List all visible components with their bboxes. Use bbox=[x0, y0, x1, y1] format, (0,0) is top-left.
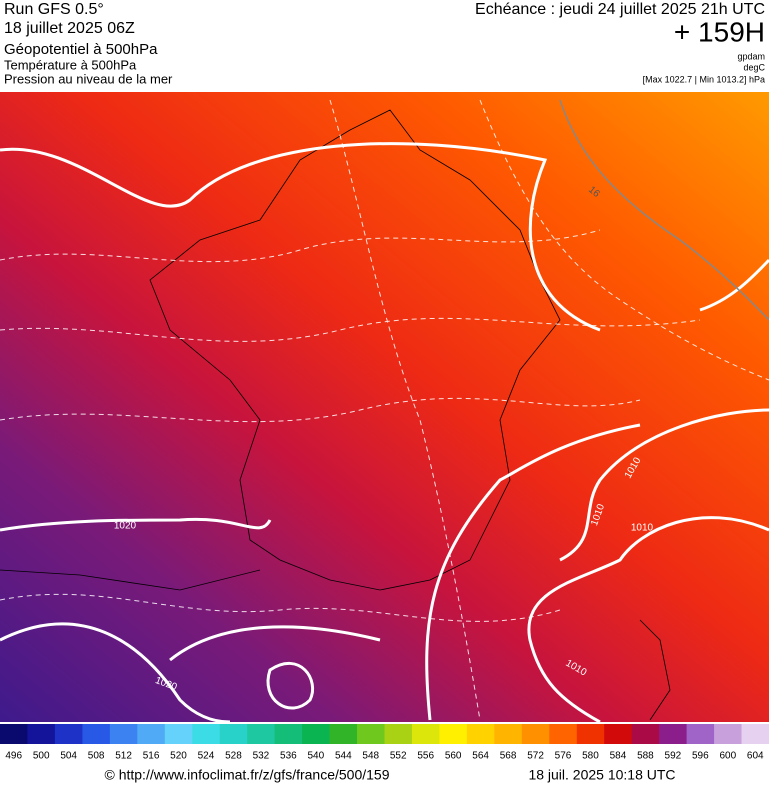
lead-time: + 159H bbox=[674, 16, 765, 47]
subfield: Pression au niveau de la mer bbox=[4, 71, 173, 86]
color-cell bbox=[54, 724, 83, 744]
color-cell bbox=[329, 724, 358, 744]
color-cell bbox=[192, 724, 221, 744]
color-label: 600 bbox=[719, 751, 736, 762]
color-label: 560 bbox=[445, 751, 462, 762]
color-label: 540 bbox=[307, 751, 324, 762]
color-label: 576 bbox=[555, 751, 572, 762]
contour-label: 1020 bbox=[114, 521, 137, 532]
color-cell bbox=[604, 724, 633, 744]
color-label: 596 bbox=[692, 751, 709, 762]
color-cell bbox=[82, 724, 111, 744]
color-label: 520 bbox=[170, 751, 187, 762]
unit: degC bbox=[743, 62, 765, 72]
color-label: 568 bbox=[500, 751, 517, 762]
field: Géopotentiel à 500hPa bbox=[4, 41, 158, 58]
color-cell bbox=[439, 724, 468, 744]
unit: gpdam bbox=[737, 51, 765, 61]
color-label: 504 bbox=[60, 751, 77, 762]
color-cell bbox=[714, 724, 743, 744]
color-cell bbox=[0, 724, 28, 744]
color-label: 512 bbox=[115, 751, 132, 762]
color-cell bbox=[521, 724, 550, 744]
isobars bbox=[0, 142, 769, 724]
color-label: 516 bbox=[143, 751, 160, 762]
color-label: 584 bbox=[610, 751, 627, 762]
color-cell bbox=[741, 724, 769, 744]
isotherm bbox=[559, 99, 769, 321]
color-cell bbox=[274, 724, 303, 744]
color-cell bbox=[384, 724, 413, 744]
map-field bbox=[0, 92, 769, 722]
extremes: [Max 1022.7 | Min 1013.2] hPa bbox=[643, 74, 765, 84]
run: Run GFS 0.5° bbox=[4, 1, 104, 18]
color-label: 548 bbox=[362, 751, 379, 762]
source-url: © http://www.infoclimat.fr/z/gfs/france/… bbox=[105, 767, 390, 783]
color-cell bbox=[357, 724, 385, 744]
color-label: 496 bbox=[5, 751, 22, 762]
color-label: 552 bbox=[390, 751, 407, 762]
color-cell bbox=[219, 724, 248, 744]
color-label: 572 bbox=[527, 751, 544, 762]
contour-label: 1010 bbox=[631, 523, 654, 534]
color-label: 544 bbox=[335, 751, 352, 762]
color-label: 528 bbox=[225, 751, 242, 762]
color-cell bbox=[659, 724, 688, 744]
map bbox=[0, 92, 769, 724]
color-label: 536 bbox=[280, 751, 297, 762]
color-cell bbox=[302, 724, 331, 744]
isotherms bbox=[0, 99, 769, 721]
color-label: 500 bbox=[33, 751, 50, 762]
color-cell bbox=[109, 724, 138, 744]
color-cell bbox=[137, 724, 166, 744]
color-cell bbox=[247, 724, 276, 744]
run-time: 18 juillet 2025 06Z bbox=[4, 20, 135, 37]
color-cell bbox=[494, 724, 523, 744]
timestamp: 18 juil. 2025 10:18 UTC bbox=[528, 767, 675, 783]
subfield: Température à 500hPa bbox=[4, 57, 137, 72]
color-label: 604 bbox=[747, 751, 764, 762]
color-label: 532 bbox=[253, 751, 270, 762]
color-cell bbox=[549, 724, 578, 744]
color-cell bbox=[164, 724, 193, 744]
color-label: 524 bbox=[198, 751, 215, 762]
color-cell bbox=[686, 724, 715, 744]
color-label: 592 bbox=[665, 751, 682, 762]
color-label: 588 bbox=[637, 751, 654, 762]
color-label: 564 bbox=[472, 751, 489, 762]
color-cell bbox=[411, 724, 440, 744]
color-label: 556 bbox=[417, 751, 434, 762]
forecast: Echéance : jeudi 24 juillet 2025 21h UTC bbox=[475, 1, 765, 18]
color-label: 508 bbox=[88, 751, 105, 762]
color-cell bbox=[576, 724, 605, 744]
color-label: 580 bbox=[582, 751, 599, 762]
color-cell bbox=[466, 724, 495, 744]
color-cell bbox=[631, 724, 660, 744]
color-cell bbox=[27, 724, 56, 744]
